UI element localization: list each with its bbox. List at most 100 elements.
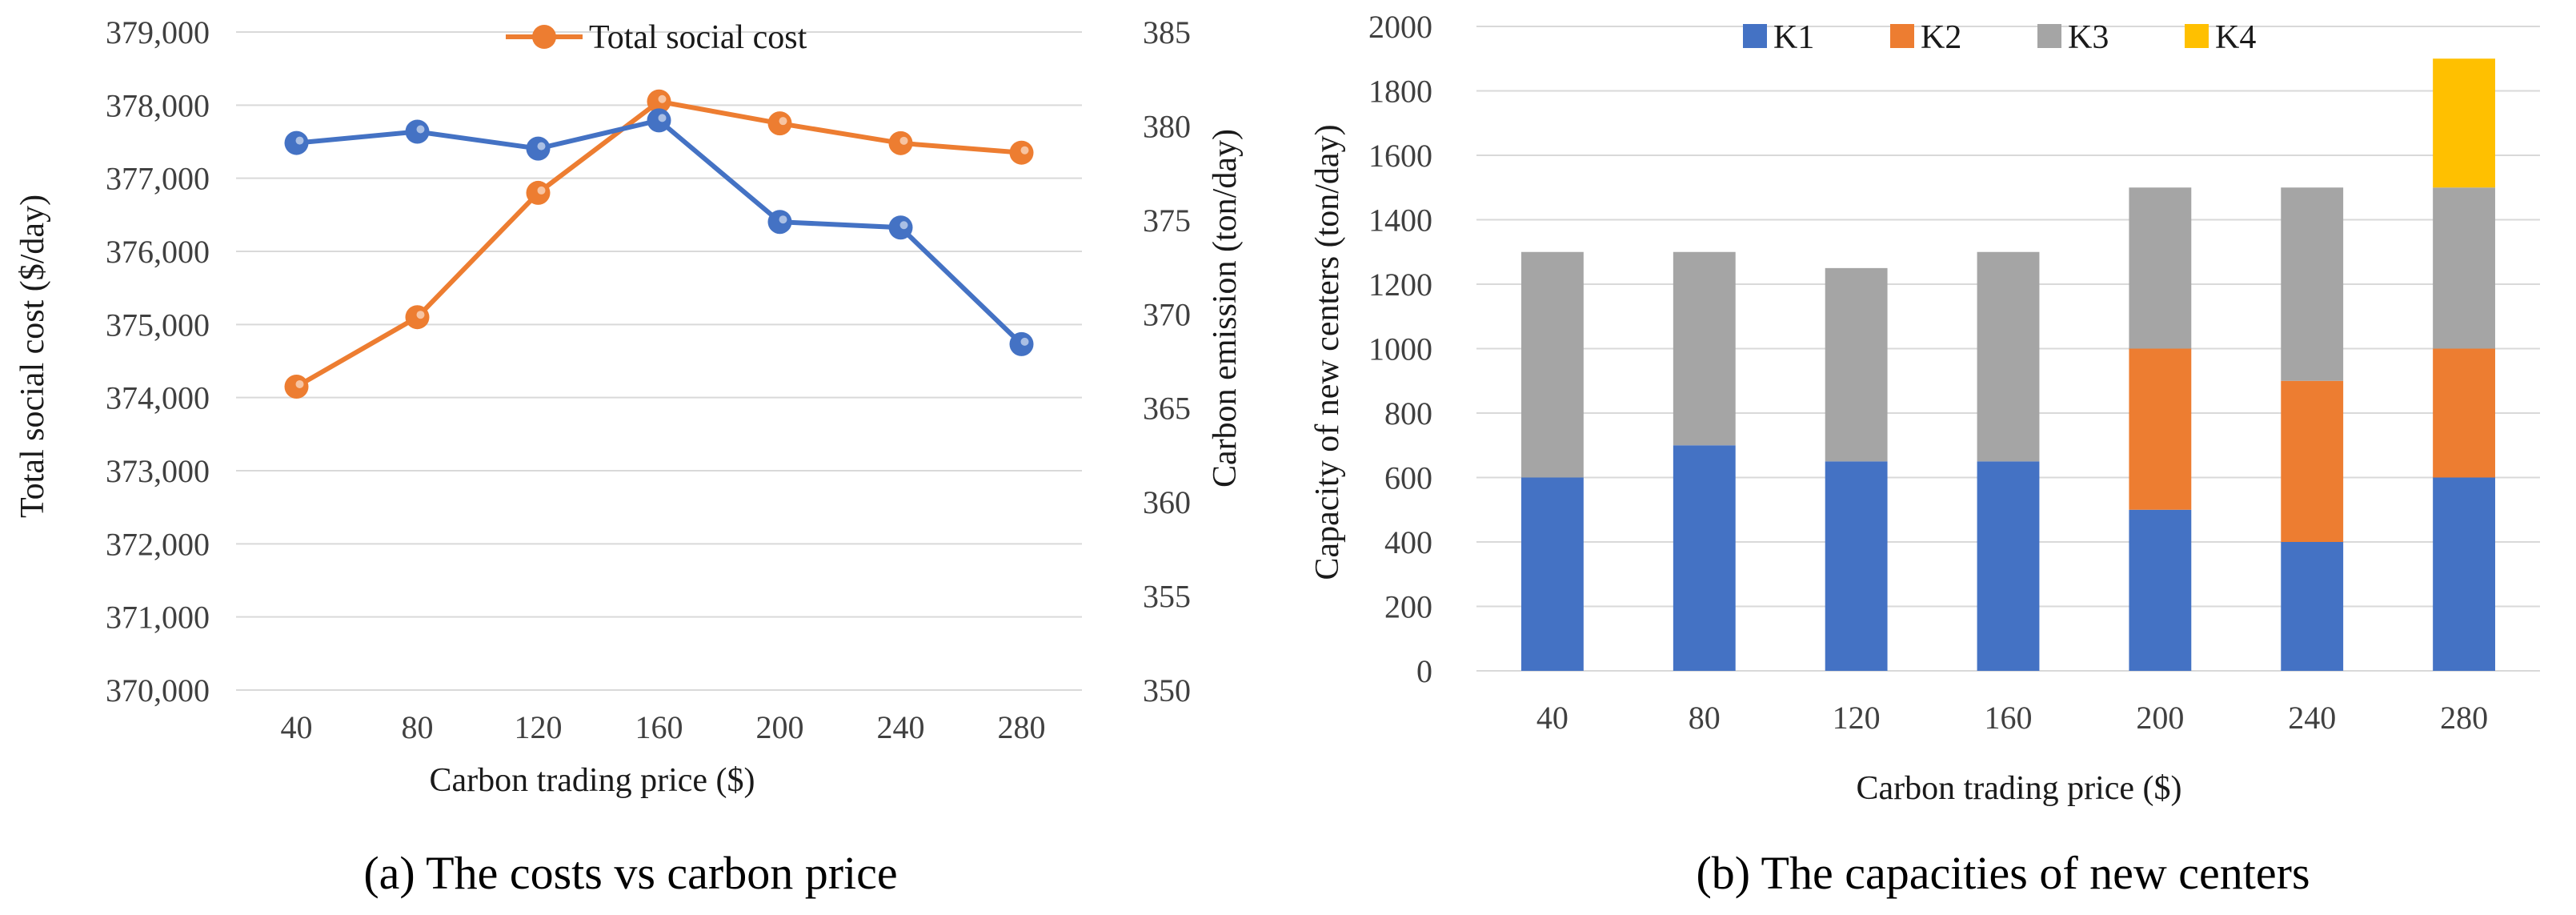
bar-segment-k3 xyxy=(1825,267,1888,462)
y-tick-label: 1200 xyxy=(1368,267,1432,303)
data-point-highlight xyxy=(416,311,425,319)
chart-b-capacities-of-new-centers: 0 200 400 600 800 1000 1200 1400 1600 1800 2000 40… xyxy=(1309,9,2540,899)
data-point-highlight xyxy=(416,125,425,134)
data-point-highlight xyxy=(658,114,667,122)
x-tick-label: 40 xyxy=(281,709,313,745)
chart-b-legend: K1 K2 K3 K4 xyxy=(1743,19,2256,56)
chart-a-x-axis-ticks: 40 80 120 160 200 240 280 xyxy=(281,709,1046,745)
legend-label-total-social-cost: Total social cost xyxy=(589,19,807,56)
legend-label-k4: K4 xyxy=(2215,19,2256,56)
chart-b-caption: (b) The capacities of new centers xyxy=(1696,847,2310,899)
legend-label-k3: K3 xyxy=(2068,19,2109,56)
right-tick-label: 380 xyxy=(1143,108,1191,144)
x-tick-label: 160 xyxy=(635,709,683,745)
left-tick-label: 373,000 xyxy=(106,453,210,489)
data-point-highlight xyxy=(295,136,304,145)
legend-label-k2: K2 xyxy=(1921,19,1961,56)
bar-segment-k3 xyxy=(2129,187,2192,349)
bar-segment-k3 xyxy=(2281,187,2344,381)
y-tick-label: 200 xyxy=(1384,589,1432,625)
bar-segment-k2 xyxy=(2281,380,2344,542)
chart-a-costs-vs-carbon-price: 370,000 371,000 372,000 373,000 374,000 375,0… xyxy=(14,14,1244,899)
y-tick-label: 2000 xyxy=(1368,9,1432,45)
chart-a-right-axis-ticks: 350 355 360 365 370 375 380 385 xyxy=(1143,14,1191,708)
legend-swatch-k2 xyxy=(1890,24,1914,48)
data-point-highlight xyxy=(537,186,546,195)
chart-b-y-axis-title: Capacity of new centers (ton/day) xyxy=(1309,124,1346,580)
x-tick-label: 120 xyxy=(515,709,563,745)
x-tick-label: 160 xyxy=(1985,700,2033,736)
x-tick-label: 200 xyxy=(756,709,804,745)
chart-a-y-axis-title-right: Carbon emission (ton/day) xyxy=(1207,129,1244,488)
bar-segment-k1 xyxy=(2281,542,2344,671)
legend-swatch-k1 xyxy=(1743,24,1767,48)
bar-segment-k1 xyxy=(2433,477,2495,671)
bar-segment-k2 xyxy=(2129,348,2192,510)
right-tick-label: 385 xyxy=(1143,14,1191,50)
right-tick-label: 355 xyxy=(1143,579,1191,615)
chart-b-bars xyxy=(1521,58,2495,671)
left-tick-label: 376,000 xyxy=(106,234,210,270)
x-tick-label: 280 xyxy=(998,709,1046,745)
bar-segment-k3 xyxy=(1977,251,2040,462)
chart-b-x-axis-ticks: 40 80 120 160 200 240 280 xyxy=(1536,700,2488,736)
right-tick-label: 365 xyxy=(1143,391,1191,427)
y-tick-label: 800 xyxy=(1384,395,1432,431)
x-tick-label: 120 xyxy=(1833,700,1881,736)
x-tick-label: 200 xyxy=(2136,700,2184,736)
legend-swatch-k4 xyxy=(2185,24,2209,48)
data-point-highlight xyxy=(537,142,546,150)
right-tick-label: 360 xyxy=(1143,484,1191,520)
bar-segment-k3 xyxy=(2433,187,2495,349)
data-point-highlight xyxy=(295,379,304,388)
chart-a-legend: Total social cost xyxy=(506,19,807,56)
data-point-highlight xyxy=(779,117,787,126)
legend-swatch-marker-total-social-cost xyxy=(532,25,556,49)
legend-swatch-k3 xyxy=(2037,24,2061,48)
chart-b-x-axis-title: Carbon trading price ($) xyxy=(1856,770,2181,807)
right-tick-label: 350 xyxy=(1143,672,1191,708)
y-tick-label: 0 xyxy=(1416,653,1432,689)
x-tick-label: 240 xyxy=(877,709,925,745)
x-tick-label: 80 xyxy=(402,709,434,745)
left-tick-label: 379,000 xyxy=(106,14,210,50)
x-tick-label: 240 xyxy=(2288,700,2336,736)
left-tick-label: 377,000 xyxy=(106,161,210,197)
y-tick-label: 600 xyxy=(1384,460,1432,496)
chart-a-x-axis-title: Carbon trading price ($) xyxy=(429,762,755,799)
bar-segment-k1 xyxy=(1521,477,1584,671)
chart-b-y-axis-ticks: 0 200 400 600 800 1000 1200 1400 1600 1800 2000 xyxy=(1368,9,1432,689)
bar-segment-k3 xyxy=(1673,251,1736,446)
y-tick-label: 1600 xyxy=(1368,138,1432,174)
y-tick-label: 1400 xyxy=(1368,203,1432,239)
data-point-highlight xyxy=(1020,146,1029,155)
x-tick-label: 40 xyxy=(1536,700,1568,736)
x-tick-label: 280 xyxy=(2440,700,2488,736)
y-tick-label: 400 xyxy=(1384,524,1432,560)
right-tick-label: 375 xyxy=(1143,203,1191,239)
series-line-carbon-emission xyxy=(296,118,1024,347)
data-point-highlight xyxy=(779,215,787,224)
left-tick-label: 370,000 xyxy=(106,672,210,708)
chart-a-y-axis-title-left: Total social cost ($/day) xyxy=(14,195,51,518)
chart-a-caption: (a) The costs vs carbon price xyxy=(363,847,897,899)
y-tick-label: 1000 xyxy=(1368,331,1432,367)
bar-segment-k1 xyxy=(1825,461,1888,671)
left-tick-label: 374,000 xyxy=(106,380,210,416)
left-tick-label: 378,000 xyxy=(106,87,210,123)
bar-segment-k4 xyxy=(2433,58,2495,188)
bar-segment-k1 xyxy=(1673,445,1736,671)
left-tick-label: 372,000 xyxy=(106,526,210,562)
legend-label-k1: K1 xyxy=(1773,19,1814,56)
data-point-highlight xyxy=(658,94,667,103)
right-tick-label: 370 xyxy=(1143,296,1191,332)
data-point-highlight xyxy=(899,221,908,230)
series-line-total-social-cost xyxy=(295,98,1022,389)
bar-segment-k3 xyxy=(1521,251,1584,478)
data-point-highlight xyxy=(899,136,908,145)
bar-segment-k1 xyxy=(2129,509,2192,671)
data-point-highlight xyxy=(1020,337,1029,346)
bar-segment-k2 xyxy=(2433,348,2495,478)
chart-a-left-axis-ticks: 370,000 371,000 372,000 373,000 374,000 375,0… xyxy=(106,14,210,708)
